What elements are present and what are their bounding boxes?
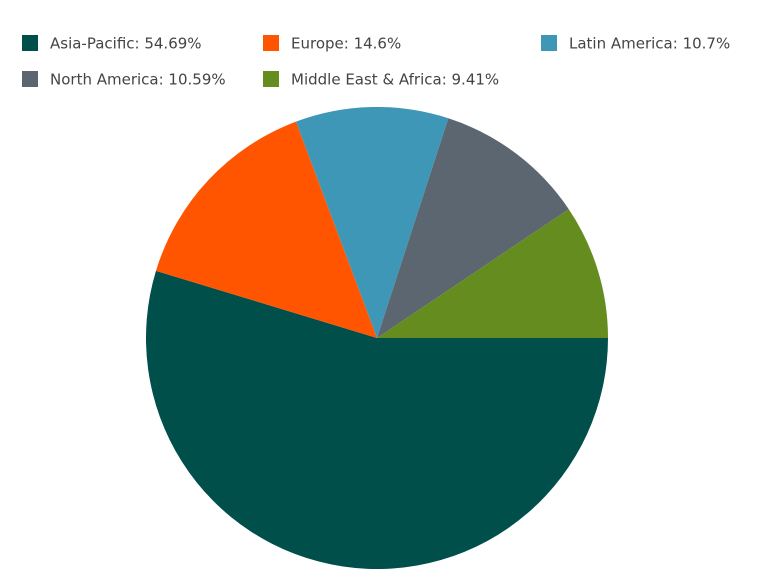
legend-swatch[interactable] xyxy=(263,35,279,51)
legend-swatch[interactable] xyxy=(22,71,38,87)
legend-label[interactable]: Asia-Pacific: 54.69% xyxy=(50,35,202,53)
legend-label[interactable]: Middle East & Africa: 9.41% xyxy=(291,71,499,89)
pie-slice xyxy=(377,209,608,338)
legend-swatch[interactable] xyxy=(22,35,38,51)
legend-swatch[interactable] xyxy=(541,35,557,51)
legend-label[interactable]: Latin America: 10.7% xyxy=(569,35,730,53)
pie-slice xyxy=(377,118,569,339)
pie-slice xyxy=(155,121,377,338)
pie-slice xyxy=(145,270,608,570)
legend-swatch[interactable] xyxy=(263,71,279,87)
legend-label[interactable]: Europe: 14.6% xyxy=(291,35,401,53)
legend-label[interactable]: North America: 10.59% xyxy=(50,71,226,89)
pie-slice xyxy=(295,106,449,338)
